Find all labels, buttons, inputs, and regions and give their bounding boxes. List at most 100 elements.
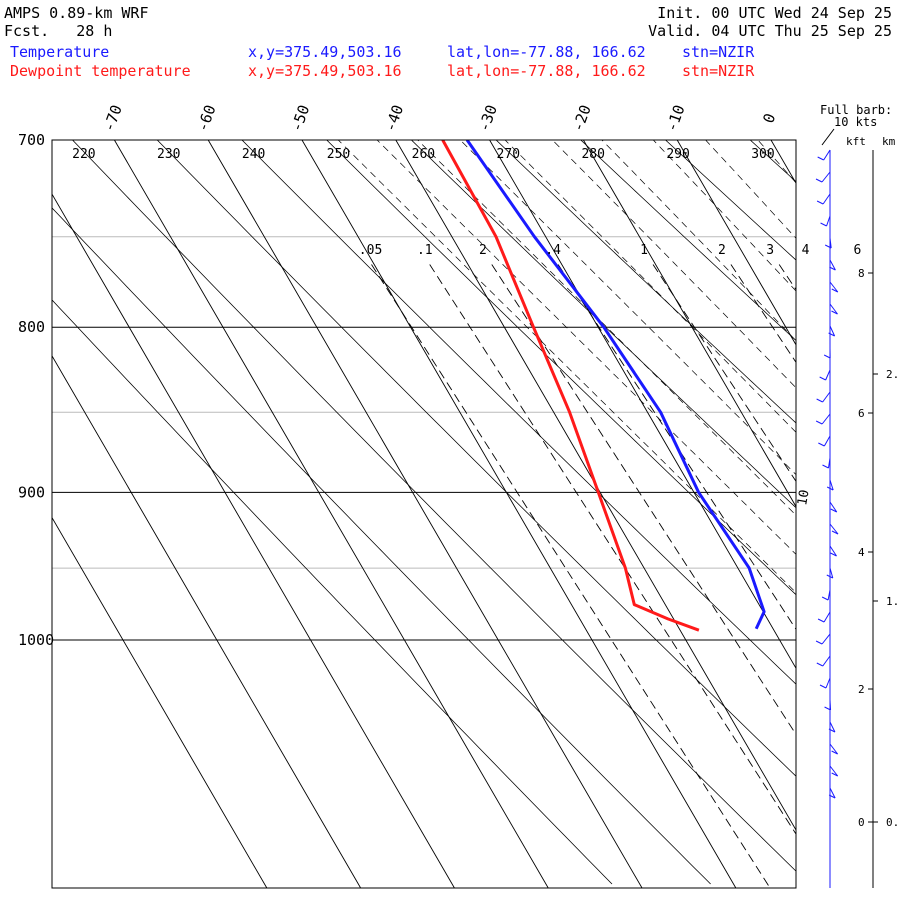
- isotherm-line: [301, 140, 737, 888]
- isotherm-line: [583, 140, 796, 508]
- dry-adiabat-line: [72, 140, 796, 872]
- legend-temperature-latlon: lat,lon=-77.88, 166.62: [447, 43, 646, 61]
- dry-adiabat-line: [411, 140, 796, 509]
- mixing-ratio-label: .4: [545, 243, 561, 258]
- pressure-tick-label: 900: [18, 483, 45, 501]
- wind-barb-flag: [824, 706, 831, 711]
- wind-barb-flag: [826, 486, 834, 491]
- legend-temperature-stn: stn=NZIR: [682, 43, 755, 61]
- wind-barb-flag: [819, 376, 826, 381]
- wind-barb: [829, 303, 838, 315]
- wind-barb: [821, 633, 831, 645]
- wind-barb: [829, 699, 832, 711]
- barb-sample-line: [821, 128, 835, 146]
- pressure-tick-label: 1000: [18, 631, 54, 649]
- valid-time: Valid. 04 UTC Thu 25 Sep 25: [648, 22, 892, 40]
- isotherm-line: [52, 354, 362, 888]
- mixing-ratio-label: .05: [359, 243, 382, 258]
- forecast-hour: Fcst. 28 h: [4, 22, 112, 40]
- wind-barb-flag: [823, 354, 831, 359]
- theta-label: 300: [751, 147, 774, 162]
- temperature-tick-label: -20: [569, 102, 595, 134]
- wind-barb: [829, 721, 836, 733]
- wind-barb-flag: [831, 310, 838, 315]
- moist-adiabat-line: [601, 140, 796, 342]
- dewpoint-profile-line: [441, 140, 700, 632]
- wind-barb: [829, 567, 834, 579]
- wind-barb: [829, 237, 832, 249]
- fcst-value: 28 h: [76, 22, 113, 40]
- km-label: 2.: [886, 368, 899, 381]
- wind-barb: [823, 611, 831, 623]
- mixing-ratio-label: 2: [479, 243, 487, 258]
- wind-barb-panel: Full barb:10 kts kft km 8 6 4 2 0 2. 1. 0. 10: [795, 103, 899, 888]
- isotherm-line: [52, 193, 455, 888]
- mixing-ratio-line: [730, 264, 796, 364]
- temperature-tick-label: 0: [759, 111, 779, 126]
- mixing-ratio-line: [815, 264, 900, 888]
- wind-barb: [825, 369, 831, 381]
- mixing-ratio-line: [429, 264, 796, 835]
- km-label: 1.: [886, 595, 899, 608]
- wind-barb: [822, 193, 831, 205]
- legend-dewpoint-name: Dewpoint temperature: [10, 62, 191, 80]
- wind-barb-flag: [816, 662, 824, 667]
- pressure-tick-label: 800: [18, 318, 45, 336]
- legend-temperature-name: Temperature: [10, 43, 110, 61]
- init-time: Init. 00 UTC Wed 24 Sep 25: [657, 4, 892, 22]
- wind-barb-flag: [824, 244, 832, 249]
- theta-label: 220: [72, 147, 95, 162]
- wind-barb-flag: [817, 618, 825, 623]
- fcst-label: Fcst.: [4, 22, 50, 40]
- profile-series: [441, 140, 766, 632]
- wind-barb: [821, 171, 831, 183]
- isotherm-line: [114, 140, 549, 888]
- dry-adiabat-line: [156, 140, 796, 777]
- wind-barb-flag: [828, 794, 836, 799]
- legend-dewpoint-latlon: lat,lon=-77.88, 166.62: [447, 62, 646, 80]
- wind-barb-flag: [816, 398, 823, 403]
- kft-unit-label: kft: [846, 135, 866, 148]
- wind-barb-flag: [820, 222, 827, 227]
- wind-barb-flag: [817, 156, 824, 161]
- wind-barb: [821, 413, 831, 425]
- kft-label: 2: [858, 683, 865, 696]
- full-barb-value: 10 kts: [834, 115, 877, 129]
- wind-barb: [828, 457, 831, 469]
- theta-label: 230: [157, 147, 180, 162]
- mixing-ratio-line: [371, 264, 771, 888]
- dry-adiabat-line: [52, 207, 711, 885]
- dry-adiabat-line: [665, 140, 796, 261]
- axis-labels: .05 .1 2 .4 1 2 3 4 6 220 230 240 250 260 270 280 290 300…: [18, 102, 861, 649]
- dry-adiabat-line: [835, 140, 900, 884]
- wind-barb: [823, 435, 831, 447]
- moist-adiabat-line: [652, 140, 796, 292]
- theta-label: 290: [666, 147, 689, 162]
- wind-barb-flag: [819, 684, 827, 689]
- wind-barb: [829, 281, 839, 293]
- temperature-profile-line: [465, 140, 766, 630]
- kft-label: 0: [858, 816, 865, 829]
- kft-label: 6: [858, 407, 865, 420]
- pressure-tick-label: 700: [18, 131, 45, 149]
- isotherm-line: [207, 140, 643, 888]
- wind-barb-flag: [822, 464, 829, 469]
- kft-label: 8: [858, 267, 865, 280]
- wind-barb: [829, 479, 834, 491]
- moist-adiabat-line: [337, 140, 796, 594]
- legend-dewpoint-xy: x,y=375.49,503.16: [248, 62, 402, 80]
- wind-barb: [822, 391, 831, 403]
- isotherm-line: [52, 516, 268, 888]
- wind-barb: [823, 149, 831, 161]
- kft-label: 4: [858, 546, 865, 559]
- temperature-tick-label: -40: [381, 102, 407, 134]
- background-lines: [52, 140, 900, 888]
- theta-label: 270: [497, 147, 520, 162]
- wind-barb: [829, 765, 839, 777]
- wind-barb-flag: [815, 178, 823, 183]
- wind-barb-flag: [828, 728, 836, 733]
- wind-barb-flag: [830, 552, 837, 557]
- moist-adiabat-line: [459, 140, 796, 476]
- isotherm-line: [865, 140, 900, 888]
